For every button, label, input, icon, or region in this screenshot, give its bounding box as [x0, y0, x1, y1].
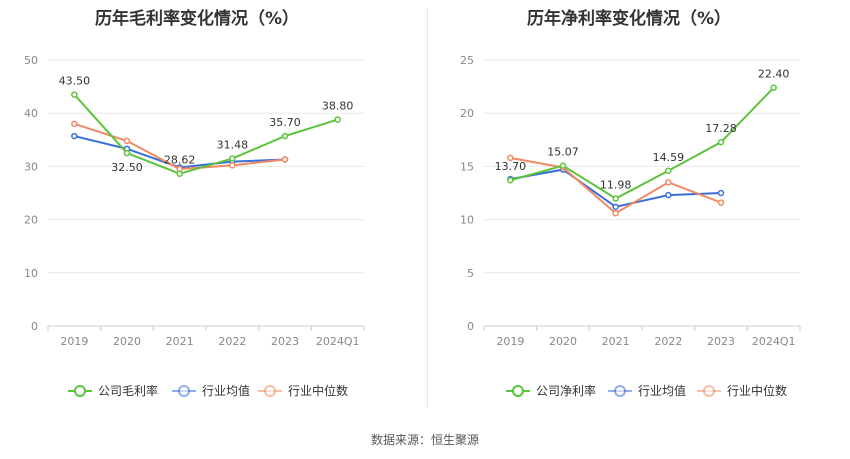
- net-margin-y-tick-label: 15: [460, 160, 474, 173]
- net-margin-y-tick-label: 25: [460, 54, 474, 67]
- gross-margin-plot: 0 10 20 30 40 50 2019 2020 2021 2022 2023 2024Q1 43.…: [24, 54, 365, 398]
- gross-margin-legend-item-0: 公司毛利率: [68, 383, 158, 398]
- gross-margin-y-tick-label: 40: [24, 107, 38, 120]
- gross-margin-legend-item-1: 行业均值: [172, 383, 250, 398]
- net-margin-series-point-2: [665, 179, 672, 186]
- net-margin-x-tick-label: 2023: [707, 335, 735, 348]
- net-margin-x-tick-label: 2022: [654, 335, 682, 348]
- legend-label: 公司净利率: [536, 383, 596, 398]
- net-margin-data-label: 14.59: [653, 151, 685, 164]
- gross-margin-series-point-0: [281, 132, 289, 140]
- gross-margin-data-label: 43.50: [59, 75, 91, 88]
- net-margin-plot: 0 5 10 15 20 25 2019 2020 2021 2022 2023 2024Q1 13.7…: [460, 54, 801, 398]
- net-margin-series-point-2: [612, 209, 619, 217]
- net-margin-series-point-0: [507, 176, 514, 184]
- gross-margin-series-point-2: [71, 120, 78, 128]
- gross-margin-y-tick-label: 20: [24, 214, 38, 227]
- net-margin-series-point-1: [717, 189, 725, 197]
- gross-margin-y-tick-label: 0: [31, 320, 38, 333]
- gross-margin-series-line-0: [73, 93, 338, 175]
- gross-margin-series-point-0: [229, 155, 236, 162]
- gross-margin-data-label: 28.62: [164, 154, 196, 167]
- net-margin-series-point-1: [612, 203, 619, 211]
- net-margin-data-label: 15.07: [547, 146, 579, 159]
- net-margin-y-tick-label: 20: [460, 107, 474, 120]
- net-margin-y-tick-label: 0: [467, 320, 474, 333]
- legend-label: 行业均值: [202, 383, 250, 398]
- gross-margin-series-point-1: [71, 132, 78, 140]
- legend-marker-icon: [512, 385, 524, 397]
- legend-marker-icon: [264, 385, 276, 397]
- net-margin-legend-item-2: 行业中位数: [697, 383, 787, 398]
- net-margin-series-point-0: [665, 167, 672, 175]
- gross-margin-series-point-0: [334, 116, 341, 123]
- gross-margin-series-point-2: [123, 137, 131, 145]
- net-margin-series-point-1: [665, 191, 672, 199]
- gross-margin-y-tick-label: 10: [24, 267, 38, 280]
- gross-margin-x-tick-label: 2022: [218, 335, 246, 348]
- legend-marker-icon: [703, 385, 715, 397]
- net-margin-series-point-2: [717, 199, 725, 206]
- legend-label: 行业中位数: [727, 383, 787, 398]
- gross-margin-series-point-2: [229, 162, 236, 169]
- gross-margin-data-label: 31.48: [217, 139, 249, 152]
- legend-marker-icon: [614, 385, 626, 397]
- net-margin-y-tick-label: 10: [460, 214, 474, 227]
- net-margin-series-point-0: [559, 162, 567, 169]
- net-margin-legend-item-1: 行业均值: [608, 383, 686, 398]
- legend-label: 行业中位数: [288, 383, 348, 398]
- legend-label: 公司毛利率: [98, 383, 158, 398]
- net-margin-data-label: 11.98: [600, 179, 632, 192]
- net-margin-y-tick-label: 5: [467, 267, 474, 280]
- gross-margin-x-tick-label: 2021: [166, 335, 194, 348]
- net-margin-series-point-0: [770, 84, 777, 91]
- net-margin-x-tick-label: 2024Q1: [752, 335, 796, 348]
- legend-label: 行业均值: [638, 383, 686, 398]
- gross-margin-x-tick-label: 2020: [113, 335, 141, 348]
- net-margin-data-label: 22.40: [758, 68, 790, 81]
- panel-divider: [427, 8, 428, 408]
- gross-margin-y-tick-label: 30: [24, 160, 38, 173]
- data-source-note: 数据来源：恒生聚源: [370, 433, 479, 447]
- gross-margin-series-point-0: [71, 91, 78, 98]
- net-margin-chart-title: 历年净利率变化情况（%）: [527, 9, 732, 29]
- gross-margin-series-point-2: [281, 156, 289, 163]
- net-margin-series-line-0: [510, 86, 775, 200]
- net-margin-x-tick-label: 2021: [602, 335, 630, 348]
- net-margin-legend-item-0: 公司净利率: [506, 383, 596, 398]
- gross-margin-data-label: 35.70: [269, 116, 301, 129]
- net-margin-x-tick-label: 2020: [549, 335, 577, 348]
- net-margin-series-point-0: [717, 138, 725, 146]
- gross-margin-series-point-0: [123, 149, 131, 157]
- legend-marker-icon: [74, 385, 86, 397]
- gross-margin-x-tick-label: 2019: [60, 335, 88, 348]
- gross-margin-chart-title: 历年毛利率变化情况（%）: [95, 9, 300, 29]
- net-margin-series-point-2: [507, 154, 514, 162]
- gross-margin-series-point-0: [176, 170, 183, 177]
- gross-margin-x-tick-label: 2023: [271, 335, 299, 348]
- gross-margin-data-label: 32.50: [111, 161, 143, 174]
- net-margin-data-label: 17.28: [705, 122, 737, 135]
- net-margin-x-tick-label: 2019: [496, 335, 524, 348]
- net-margin-series-point-0: [612, 195, 619, 202]
- gross-margin-x-tick-label: 2024Q1: [316, 335, 360, 348]
- legend-marker-icon: [178, 385, 190, 397]
- net-margin-data-label: 13.70: [495, 160, 527, 173]
- gross-margin-legend-item-2: 行业中位数: [258, 383, 348, 398]
- gross-margin-data-label: 38.80: [322, 100, 354, 113]
- gross-margin-y-tick-label: 50: [24, 54, 38, 67]
